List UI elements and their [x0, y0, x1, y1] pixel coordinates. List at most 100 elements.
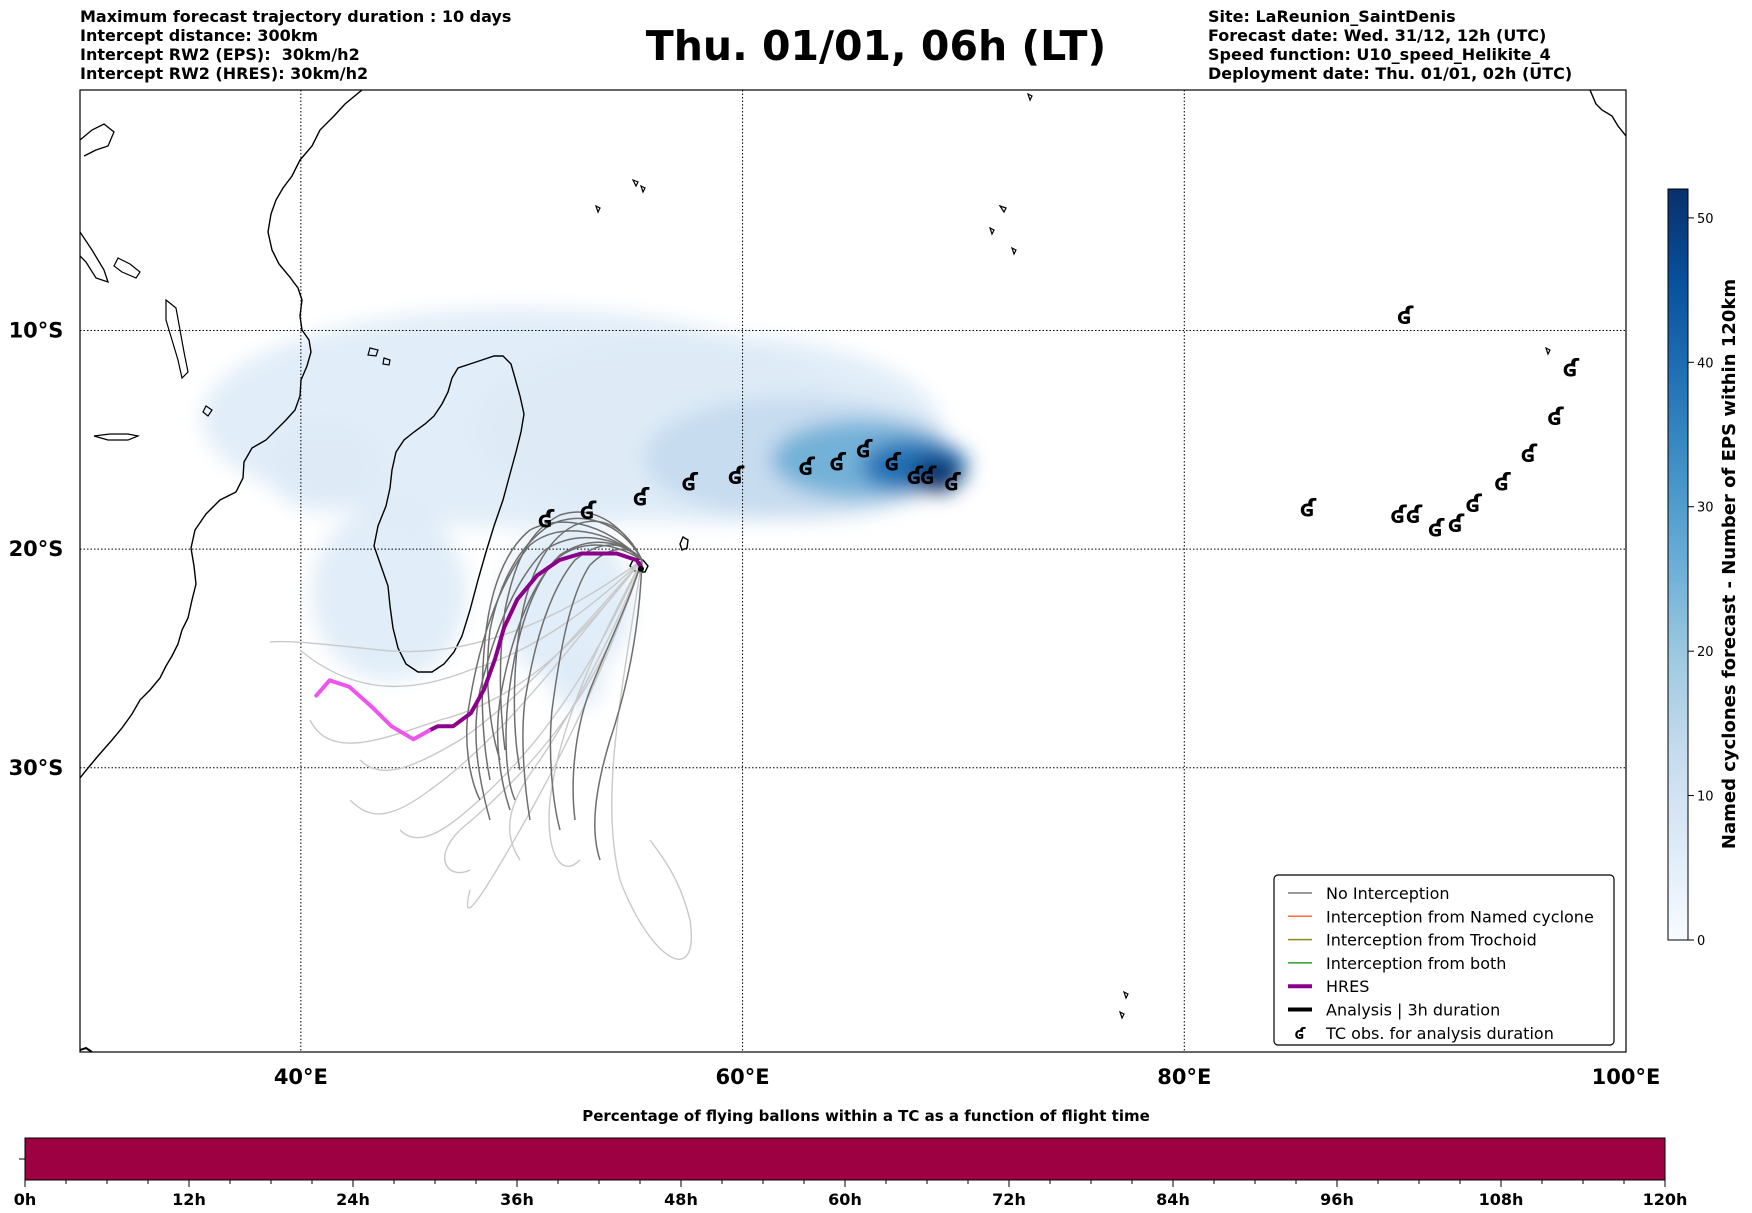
tc-observation-icon: ʛ [1448, 510, 1465, 538]
tc-observation-icon: ʛ [1406, 501, 1423, 529]
legend-tc-icon: ʛ [1295, 1024, 1307, 1043]
legend-label: TC obs. for analysis duration [1325, 1024, 1554, 1043]
hres-trajectory [314, 551, 643, 742]
time-bar-ticks: 0h 12h 24h 36h 48h 60h 72h 84h 96h 108h 120h [14, 1180, 1688, 1209]
tc-observation-icon: ʛ [1428, 514, 1445, 542]
lake-tanganyika [113, 257, 141, 279]
time-bar [24, 1137, 1666, 1181]
colorbar-tick-label: 30 [1697, 501, 1714, 516]
time-tick-label: 48h [664, 1190, 698, 1209]
density-blob [499, 527, 633, 681]
bottom-edge-antarctica [80, 1046, 93, 1052]
time-tick-label: 108h [1479, 1190, 1524, 1209]
tc-observation-icon: ʛ [1465, 490, 1482, 518]
tc-observation-icon: ʛ [728, 462, 745, 490]
site-marker [637, 565, 644, 572]
tc-observation-icon: ʛ [885, 449, 902, 477]
lon-tick-label: 100°E [1592, 1065, 1661, 1089]
tc-observation-icon: ʛ [538, 506, 555, 534]
header-left-line: Intercept distance: 300km [80, 26, 319, 45]
colorbar-tick-label: 20 [1697, 645, 1714, 660]
header-right-info: Site: LaReunion_SaintDenis Forecast date:… [1208, 7, 1572, 83]
somalia-coastline [80, 231, 110, 284]
eps-trajectories [269, 511, 692, 960]
tc-observation-icon: ʛ [944, 468, 961, 496]
legend-label: Interception from Named cyclone [1326, 907, 1594, 926]
time-tick-label: 120h [1643, 1190, 1688, 1209]
legend-label: HRES [1326, 977, 1369, 996]
time-tick-label: 36h [500, 1190, 534, 1209]
header-right-line: Site: LaReunion_SaintDenis [1208, 7, 1456, 26]
cocos-islands [1544, 346, 1551, 356]
colorbar-label: Named cyclones forecast - Number of EPS … [1719, 279, 1740, 849]
mozambique-channel-islands [202, 405, 213, 417]
madagascar-coastline [373, 355, 525, 673]
time-tick-label: 72h [992, 1190, 1026, 1209]
page-title: Thu. 01/01, 06h (LT) [645, 22, 1107, 70]
map-axis-labels: 40°E 60°E 80°E 100°E 10°S 20°S 30°S [9, 319, 1661, 1090]
header-left-line: Maximum forecast trajectory duration : 1… [80, 7, 512, 26]
time-tick-label: 0h [14, 1190, 37, 1209]
lake-malawi [165, 298, 189, 380]
colorbar-tick-label: 10 [1697, 790, 1714, 805]
colorbar-tick-label: 40 [1697, 356, 1714, 371]
header-right-line: Deployment date: Thu. 01/01, 02h (UTC) [1208, 64, 1573, 83]
legend-label: Interception from Trochoid [1326, 931, 1537, 950]
hres-track-continuation [314, 678, 431, 742]
africa-coastline [80, 90, 363, 779]
tc-observation-icon: ʛ [1300, 495, 1317, 523]
header-left-line: Intercept RW2 (EPS): 30km/h2 [80, 45, 360, 64]
tc-observation-icon: ʛ [633, 484, 650, 512]
density-blob [912, 457, 962, 493]
map-frame [79, 89, 1627, 1053]
lon-tick-label: 80°E [1157, 1065, 1211, 1089]
coastlines [80, 90, 1626, 1052]
chagos-islands [1026, 92, 1129, 1020]
tc-observation-icon: ʛ [856, 436, 873, 464]
time-tick-label: 60h [828, 1190, 862, 1209]
tc-observation-icon: ʛ [829, 449, 846, 477]
time-bar-title: Percentage of flying ballons within a TC… [582, 1107, 1150, 1125]
tc-observation-icon: ʛ [681, 468, 698, 496]
tc-observation-icon: ʛ [580, 497, 597, 525]
colorbar-gradient [1667, 188, 1689, 941]
map-grid [80, 90, 1626, 1052]
mauritius-island [679, 535, 689, 551]
cyclone-density-layer [201, 308, 968, 709]
density-colorbar: 0 10 20 30 40 50 [1667, 188, 1714, 949]
colorbar-tick-label: 50 [1697, 212, 1714, 227]
lat-tick-label: 10°S [9, 319, 64, 343]
time-tick-label: 24h [336, 1190, 370, 1209]
sumatra-coastline [1589, 90, 1626, 137]
header-right-line: Forecast date: Wed. 31/12, 12h (UTC) [1208, 26, 1547, 45]
hres-track-line [427, 551, 643, 733]
tc-observation-icon: ʛ [1563, 355, 1580, 383]
seychelles-islands [594, 178, 1017, 256]
lon-tick-label: 60°E [716, 1065, 770, 1089]
legend-label: Analysis | 3h duration [1326, 1001, 1500, 1020]
reunion-island [629, 557, 649, 573]
arabia-coastline [80, 123, 115, 157]
tc-observation-icon: ʛ [907, 462, 924, 490]
density-blob [267, 424, 379, 512]
lat-tick-label: 30°S [9, 756, 64, 780]
tc-observation-icon: ʛ [1397, 302, 1414, 330]
time-tick-label: 96h [1320, 1190, 1354, 1209]
header-left-line: Intercept RW2 (HRES): 30km/h2 [80, 64, 369, 83]
tc-observation-icon: ʛ [1494, 468, 1511, 496]
map-legend: No Interception Interception from Named c… [1273, 874, 1615, 1046]
lat-tick-label: 20°S [9, 537, 64, 561]
legend-label: No Interception [1326, 884, 1450, 903]
time-tick-label: 84h [1156, 1190, 1190, 1209]
tc-observation-icon: ʛ [1521, 440, 1538, 468]
lake-kariba [93, 433, 141, 441]
tc-observation-icon: ʛ [798, 453, 815, 481]
header-right-line: Speed function: U10_speed_Helikite_4 [1208, 45, 1551, 64]
header-left-info: Maximum forecast trajectory duration : 1… [80, 7, 511, 83]
colorbar-tick-label: 0 [1697, 934, 1705, 949]
lon-tick-label: 40°E [274, 1065, 328, 1089]
legend-box [1273, 874, 1615, 1046]
